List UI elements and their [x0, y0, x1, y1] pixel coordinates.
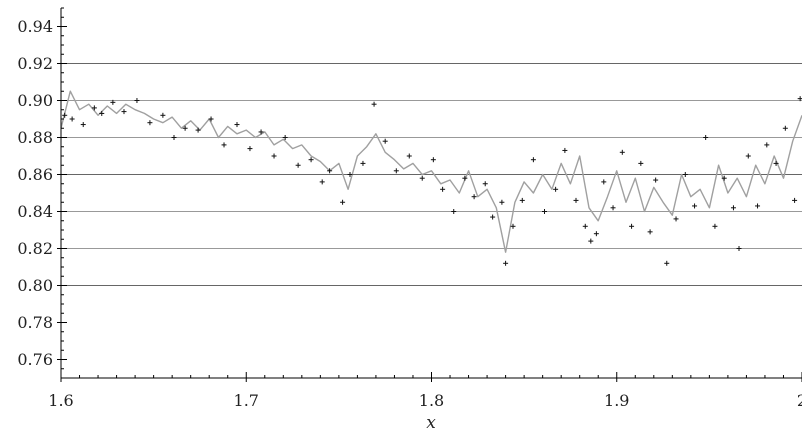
data-point — [430, 157, 436, 163]
data-point — [673, 216, 679, 222]
data-point — [147, 120, 153, 126]
data-point — [247, 146, 253, 152]
data-point — [451, 209, 457, 214]
data-point — [692, 203, 698, 209]
data-point — [490, 214, 496, 220]
x-tick-label: 1.8 — [419, 391, 444, 410]
data-point — [593, 231, 599, 237]
data-point — [99, 110, 105, 116]
data-point — [258, 129, 264, 135]
data-point — [745, 153, 751, 159]
data-point — [638, 160, 644, 166]
data-point — [664, 260, 670, 266]
scatter-series — [62, 96, 802, 266]
x-tick-label: 1.9 — [604, 391, 629, 410]
data-point — [91, 105, 97, 111]
data-point — [503, 260, 509, 266]
data-point — [542, 209, 548, 214]
data-point — [419, 175, 425, 181]
data-point — [530, 157, 536, 163]
data-point — [712, 223, 718, 229]
data-point — [121, 109, 127, 115]
data-point — [519, 197, 525, 203]
data-point — [573, 197, 579, 203]
data-point — [62, 112, 68, 118]
data-point — [610, 205, 616, 211]
x-axis-title: x — [426, 413, 436, 433]
data-point — [582, 223, 588, 229]
data-point — [764, 142, 770, 148]
data-point — [510, 223, 516, 229]
data-point — [282, 135, 288, 140]
data-point — [482, 181, 488, 187]
data-point — [647, 229, 653, 235]
data-point — [347, 172, 353, 177]
data-point — [319, 179, 325, 185]
data-point — [440, 186, 446, 192]
y-tick-label: 0.84 — [17, 202, 53, 221]
tick-marks — [57, 7, 802, 382]
x-tick-label: 1.6 — [48, 391, 73, 410]
data-point — [653, 177, 659, 183]
y-tick-label: 0.92 — [17, 54, 53, 73]
data-point — [382, 138, 388, 144]
data-point — [782, 125, 788, 131]
data-point — [340, 199, 346, 205]
y-tick-label: 0.86 — [17, 165, 53, 184]
data-point — [308, 157, 314, 163]
data-point — [553, 186, 559, 192]
data-point — [221, 142, 227, 148]
y-tick-label: 0.76 — [17, 350, 53, 369]
data-point — [499, 199, 505, 205]
data-point — [562, 147, 568, 153]
data-point — [134, 98, 140, 103]
data-point — [471, 194, 477, 200]
y-tick-label: 0.90 — [17, 91, 53, 110]
data-point — [182, 125, 188, 131]
reference-lines — [61, 63, 802, 286]
data-point — [160, 112, 166, 118]
data-point — [69, 116, 75, 122]
data-point — [360, 160, 366, 166]
data-point — [80, 122, 86, 128]
data-point — [792, 197, 798, 203]
data-point — [234, 122, 240, 128]
data-point — [195, 127, 201, 133]
data-point — [271, 153, 277, 159]
data-point — [327, 168, 333, 174]
data-point — [406, 153, 412, 159]
y-tick-label: 0.82 — [17, 239, 53, 258]
data-point — [462, 175, 468, 181]
y-tick-label: 0.88 — [17, 128, 53, 147]
data-point — [703, 135, 709, 140]
data-point — [295, 162, 301, 168]
y-tick-label: 0.78 — [17, 313, 53, 332]
data-point — [371, 101, 377, 107]
data-point — [619, 149, 625, 155]
x-tick-label: 2 — [797, 391, 802, 410]
line-series — [60, 90, 802, 253]
series-line — [60, 90, 802, 253]
data-point — [721, 175, 727, 181]
tick-labels: 0.76 0.78 0.80 0.82 0.84 0.86 0.88 0.90 0.92 0.94… — [17, 17, 802, 410]
data-point — [682, 172, 688, 177]
y-tick-label: 0.94 — [17, 17, 53, 36]
data-point — [208, 116, 214, 122]
data-point — [773, 160, 779, 166]
data-point — [601, 179, 607, 185]
data-point — [588, 238, 594, 244]
data-point — [736, 246, 742, 251]
y-tick-label: 0.80 — [17, 276, 53, 295]
data-point — [730, 205, 736, 211]
data-point — [393, 168, 399, 174]
data-point — [110, 99, 116, 105]
data-point — [629, 223, 635, 229]
data-point — [171, 135, 177, 140]
x-tick-label: 1.7 — [234, 391, 259, 410]
data-point — [755, 203, 761, 209]
